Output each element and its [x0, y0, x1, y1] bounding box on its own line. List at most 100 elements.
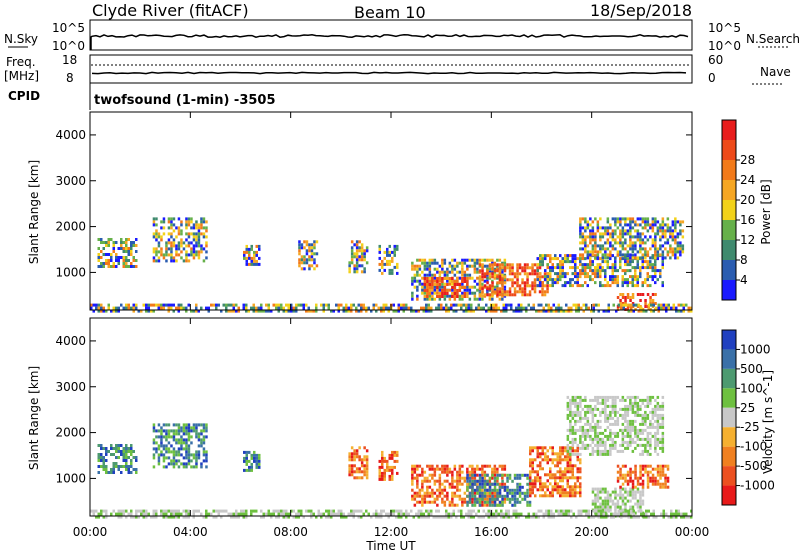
heatmap-cell — [619, 428, 622, 432]
heatmap-cell — [458, 276, 462, 280]
heatmap-cell — [538, 290, 542, 294]
heatmap-cell — [621, 476, 625, 480]
heatmap-cell — [493, 482, 497, 486]
heatmap-cell — [629, 419, 632, 423]
heatmap-cell — [652, 512, 655, 516]
heatmap-cell — [110, 238, 113, 241]
heatmap-cell — [674, 247, 677, 251]
heatmap-cell — [609, 257, 612, 261]
heatmap-cell — [677, 512, 680, 516]
heatmap-cell — [180, 444, 183, 448]
heatmap-cell — [275, 306, 278, 310]
heatmap-cell — [125, 453, 128, 456]
heatmap-cell — [187, 223, 191, 227]
heatmap-cell — [601, 235, 605, 239]
heatmap-cell — [661, 473, 665, 477]
heatmap-cell — [468, 276, 472, 280]
heatmap-cell — [142, 509, 145, 513]
heatmap-cell — [594, 404, 597, 408]
heatmap-cell — [606, 238, 610, 242]
heatmap-cell — [411, 482, 414, 486]
heatmap-cell — [523, 473, 527, 477]
heatmap-cell — [258, 247, 261, 251]
heatmap-cell — [493, 479, 497, 483]
heatmap-cell — [620, 509, 623, 513]
heatmap-cell — [549, 284, 552, 288]
heatmap-cell — [280, 303, 283, 307]
heatmap-cell — [626, 278, 629, 282]
heatmap-cell — [659, 476, 662, 480]
heatmap-cell — [594, 505, 597, 509]
heatmap-cell — [491, 470, 494, 474]
heatmap-cell — [621, 499, 625, 503]
heatmap-cell — [165, 456, 168, 460]
heatmap-cell — [187, 509, 190, 513]
heatmap-cell — [576, 458, 579, 462]
heatmap-cell — [576, 281, 579, 285]
heatmap-cell — [609, 428, 612, 432]
heatmap-cell — [175, 253, 178, 257]
heatmap-cell — [300, 261, 304, 265]
heatmap-cell — [451, 295, 454, 298]
heatmap-cell — [416, 264, 419, 268]
heatmap-cell — [629, 263, 632, 267]
heatmap-cell — [631, 278, 634, 282]
heatmap-cell — [476, 491, 479, 495]
heatmap-cell — [636, 437, 640, 441]
heatmap-cell — [300, 512, 303, 516]
heatmap-cell — [441, 500, 444, 504]
heatmap-cell — [378, 262, 381, 266]
heatmap-cell — [478, 275, 482, 279]
heatmap-cell — [255, 306, 258, 310]
heatmap-cell — [544, 455, 547, 459]
heatmap-cell — [569, 398, 572, 402]
heatmap-cell — [614, 238, 617, 242]
y-tick-label: 4000 — [55, 334, 86, 348]
heatmap-cell — [596, 229, 600, 233]
heatmap-cell — [629, 470, 632, 474]
heatmap-cell — [310, 243, 314, 247]
heatmap-cell — [545, 509, 548, 513]
heatmap-cell — [258, 244, 261, 248]
heatmap-cell — [177, 450, 181, 454]
heatmap-cell — [666, 250, 670, 254]
heatmap-cell — [493, 276, 497, 280]
heatmap-cell — [656, 407, 660, 411]
freq-unit-label: [MHz] — [4, 69, 39, 83]
heatmap-cell — [639, 299, 642, 302]
heatmap-cell — [135, 468, 138, 471]
heatmap-cell — [167, 238, 171, 242]
heatmap-cell — [375, 509, 378, 513]
heatmap-cell — [253, 262, 256, 266]
heatmap-cell — [569, 401, 572, 405]
heatmap-cell — [564, 284, 567, 288]
heatmap-cell — [546, 461, 549, 465]
heatmap-cell — [646, 476, 650, 480]
heatmap-cell — [609, 449, 612, 453]
heatmap-cell — [629, 431, 632, 435]
heatmap-cell — [115, 465, 118, 468]
station-title: Clyde River (fitACF) — [92, 1, 249, 20]
heatmap-cell — [631, 482, 635, 486]
heatmap-cell — [624, 256, 627, 260]
heatmap-cell — [550, 309, 553, 313]
heatmap-cell — [495, 303, 498, 307]
heatmap-cell — [654, 476, 657, 480]
heatmap-cell — [428, 294, 432, 298]
heatmap-cell — [567, 306, 570, 310]
heatmap-cell — [468, 288, 472, 292]
heatmap-cell — [624, 220, 627, 224]
heatmap-cell — [175, 247, 178, 251]
heatmap-cell — [491, 272, 494, 276]
heatmap-cell — [347, 309, 350, 313]
heatmap-cell — [468, 482, 472, 486]
heatmap-cell — [564, 467, 567, 471]
heatmap-cell — [476, 464, 479, 468]
heatmap-cell — [631, 244, 635, 248]
heatmap-cell — [609, 253, 612, 257]
heatmap-cell — [571, 401, 575, 405]
heatmap-cell — [649, 226, 652, 230]
heatmap-cell — [147, 306, 150, 310]
heatmap-cell — [606, 260, 609, 264]
heatmap-cell — [510, 303, 513, 307]
